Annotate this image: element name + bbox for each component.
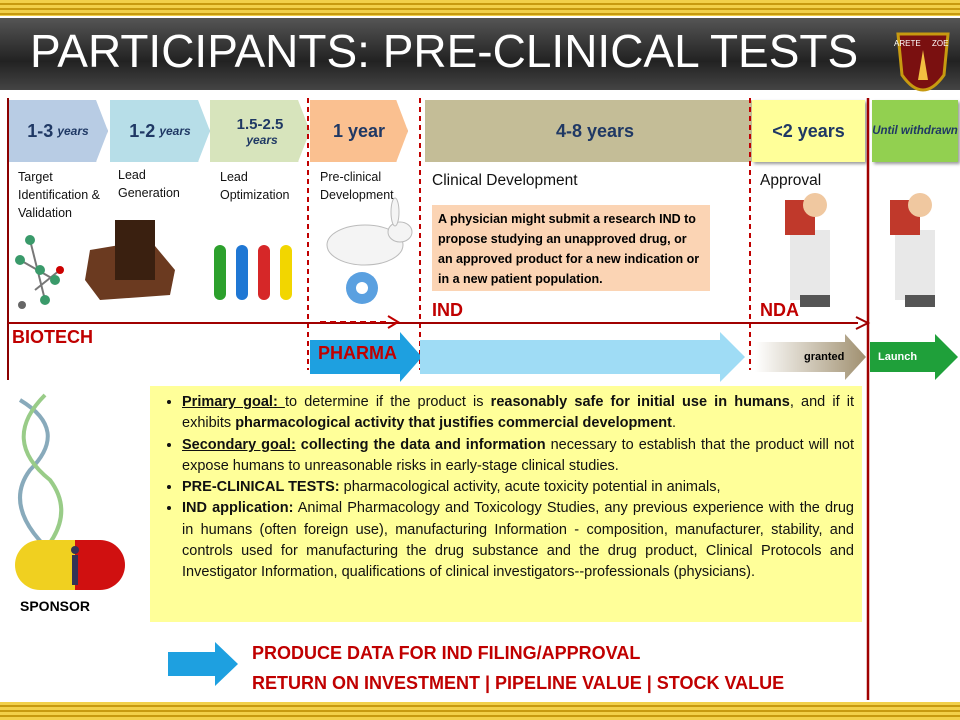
- bullet-text: necessary to establish that the product …: [182, 436, 854, 474]
- phase-box: Until withdrawn: [872, 100, 958, 162]
- phase-box: 1-3 years: [8, 100, 108, 162]
- unit: years: [159, 124, 191, 138]
- gold-band: [0, 0, 960, 16]
- title: PARTICIPANTS: PRE-CLINICAL TESTS: [30, 25, 859, 77]
- bullet-text: pharmacological activity, acute toxicity…: [339, 479, 721, 496]
- pharma-label: PHARMA: [318, 343, 397, 363]
- phase-label: Approval: [760, 172, 822, 189]
- logo-text: ZOE: [932, 39, 948, 48]
- bullet-text: PRE-CLINICAL TESTS:: [182, 479, 340, 496]
- duration: <2 years: [772, 120, 845, 141]
- bullet-text: reasonably safe for initial use in human…: [490, 394, 790, 410]
- bullet-text: pharmacological activity that justifies …: [235, 415, 672, 432]
- unit: years: [246, 132, 278, 147]
- launch-label: Launch: [878, 351, 918, 363]
- phase-box: 1 year: [310, 100, 408, 162]
- bullet: Primary goal: to determine if the produc…: [182, 392, 854, 435]
- bullet-text: Secondary goal:: [182, 436, 296, 453]
- bullet-text: , and if it exhibits: [182, 394, 854, 432]
- logo-text: ARETE: [894, 39, 921, 48]
- footer: PRODUCE DATA FOR IND FILING/APPROVAL RET…: [252, 638, 784, 698]
- bullet: Secondary goal: collecting the data and …: [182, 435, 854, 478]
- ind-label: IND: [432, 300, 463, 320]
- footer-line: RETURN ON INVESTMENT | PIPELINE VALUE | …: [252, 673, 785, 693]
- duration: 1 year: [332, 120, 386, 141]
- duration: Until withdrawn: [872, 125, 958, 137]
- biotech-label: BIOTECH: [12, 327, 93, 347]
- bullet-text: to determine if the product is: [284, 394, 491, 410]
- unit: years: [57, 124, 89, 138]
- bullet-text: .: [671, 415, 676, 432]
- bullet-text: Primary goal:: [182, 394, 285, 410]
- bullet-text: IND application:: [182, 500, 294, 517]
- gold-band: [0, 702, 960, 720]
- phase-label: Clinical Development: [432, 172, 578, 189]
- phase-box: <2 years: [752, 100, 865, 162]
- nda-label: NDA: [760, 300, 799, 320]
- phase-label: Pre-clinical Development: [320, 170, 394, 202]
- phase-box: 1.5-2.5 years: [210, 100, 310, 162]
- phase-label: Target Identification & Validation: [18, 170, 100, 220]
- bullet: PRE-CLINICAL TESTS: pharmacological acti…: [182, 477, 854, 498]
- granted-label: granted: [804, 351, 845, 363]
- phase-box: 4-8 years: [425, 100, 765, 162]
- duration: 1.5-2.5: [236, 115, 284, 133]
- title-band: [0, 18, 960, 90]
- duration: 1-2: [129, 120, 156, 141]
- sponsor-label: SPONSOR: [20, 598, 91, 614]
- duration: 1-3: [27, 120, 54, 141]
- bullet-box: Primary goal: to determine if the produc…: [150, 386, 862, 622]
- phase-box: 1-2 years: [110, 100, 210, 162]
- bullet-list: Primary goal: to determine if the produc…: [164, 392, 854, 584]
- phase-label: Lead Optimization: [220, 170, 290, 202]
- phase-label: Lead Generation: [118, 168, 180, 200]
- duration: 4-8 years: [555, 120, 635, 141]
- bullet-text: Animal Pharmacology and Toxicology Studi…: [182, 500, 854, 581]
- bullet: IND application: Animal Pharmacology and…: [182, 498, 854, 583]
- bullet-text: collecting the data and information: [295, 436, 546, 453]
- note-box: A physician might submit a research IND …: [432, 205, 710, 291]
- logo: ARETE ZOE: [894, 32, 950, 92]
- footer-line: PRODUCE DATA FOR IND FILING/APPROVAL: [252, 643, 641, 663]
